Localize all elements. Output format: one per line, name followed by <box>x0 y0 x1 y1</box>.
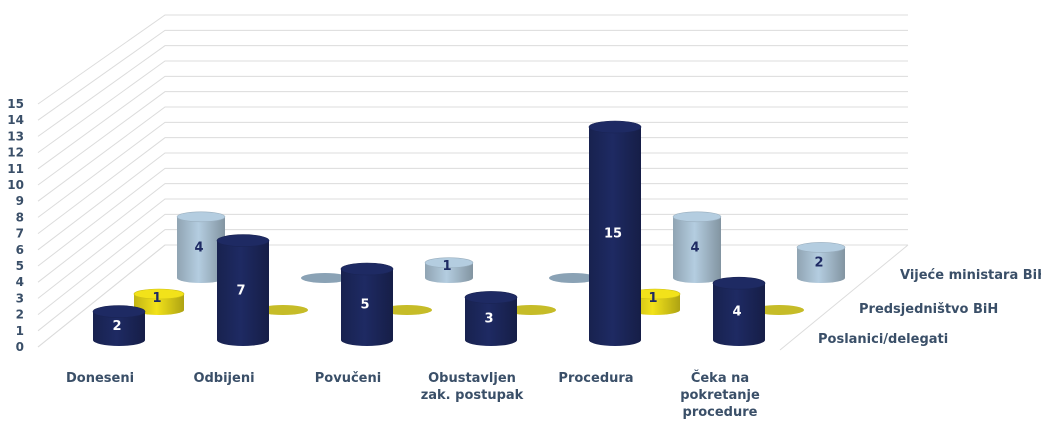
x-tick-label: zak. postupak <box>421 388 524 403</box>
data-label: 1 <box>648 291 657 306</box>
bar <box>425 262 473 283</box>
y-tick-label: 15 <box>7 97 24 111</box>
bar <box>177 216 225 283</box>
y-tick-label: 3 <box>16 291 24 305</box>
data-label: 2 <box>112 319 121 334</box>
bar <box>713 283 765 346</box>
gridline <box>37 75 908 170</box>
gridline <box>37 91 908 186</box>
y-tick-label: 12 <box>7 146 24 160</box>
gridlines <box>37 14 909 351</box>
gridline <box>37 106 908 202</box>
x-tick-label: Obustavljen <box>428 371 516 386</box>
bar-top <box>796 242 846 253</box>
y-tick-label: 13 <box>7 129 24 143</box>
x-axis-labels: Doneseni Odbijeni Povučeni Obustavljen zak. … <box>66 370 760 420</box>
bar <box>673 216 721 283</box>
bar-flat <box>549 273 597 283</box>
gridline <box>37 60 908 154</box>
gridline <box>37 229 908 332</box>
bar-top <box>133 288 185 300</box>
bar-top <box>464 291 518 304</box>
y-tick-label: 9 <box>16 194 24 208</box>
data-label: 1 <box>442 259 451 274</box>
gridline <box>37 137 908 234</box>
floor-edge <box>779 244 909 351</box>
series-2: 4 1 4 2 <box>176 211 846 283</box>
data-label: 4 <box>732 305 741 320</box>
data-label: 4 <box>690 240 699 255</box>
data-label: 5 <box>360 298 369 313</box>
y-tick-label: 1 <box>16 324 24 338</box>
gridline <box>37 45 908 137</box>
y-tick-label: 2 <box>16 308 24 322</box>
bar-top <box>92 305 146 318</box>
gridline <box>37 167 908 267</box>
y-tick-label: 14 <box>7 113 24 127</box>
bar-top <box>588 120 642 134</box>
x-tick-label: Čeka na <box>691 370 749 386</box>
bar <box>217 240 269 346</box>
bar <box>465 297 517 346</box>
y-tick-label: 0 <box>16 340 24 354</box>
gridline <box>37 152 908 251</box>
bar-top <box>340 262 394 276</box>
series-axis-labels: Poslanici/delegati Predsjedništvo BiH Vije… <box>818 268 1041 347</box>
series-label: Poslanici/delegati <box>818 332 948 347</box>
data-label: 7 <box>236 283 245 298</box>
x-tick-label: procedure <box>683 405 758 420</box>
data-label: 2 <box>814 256 823 271</box>
y-tick-label: 4 <box>16 275 24 289</box>
bar-flat <box>382 305 432 315</box>
bar-flat <box>506 305 556 315</box>
bar-flat <box>301 273 349 283</box>
bar-flat <box>754 305 804 315</box>
bar-top <box>424 257 474 269</box>
bar-top <box>176 211 226 223</box>
bar <box>589 127 641 346</box>
series-label: Vijeće ministara BiH <box>900 268 1041 283</box>
y-tick-label: 6 <box>16 243 24 257</box>
series-0: 2 7 5 3 15 4 <box>92 120 766 346</box>
x-tick-label: Doneseni <box>66 371 134 386</box>
data-label: 1 <box>152 291 161 306</box>
gridline <box>37 14 908 105</box>
gridline <box>37 29 908 121</box>
x-tick-label: pokretanje <box>680 388 760 403</box>
bar-flat <box>258 305 308 315</box>
y-tick-label: 10 <box>7 178 24 192</box>
y-tick-label: 5 <box>16 259 24 273</box>
x-tick-label: Povučeni <box>315 371 381 386</box>
bar <box>134 294 184 315</box>
bar <box>797 247 845 283</box>
gridline <box>37 121 908 218</box>
floor-edge <box>37 244 166 348</box>
bar-top <box>216 234 270 247</box>
data-label: 4 <box>194 240 203 255</box>
y-tick-label: 8 <box>16 210 24 224</box>
gridline <box>37 183 908 283</box>
x-tick-label: Odbijeni <box>193 371 254 386</box>
data-label: 15 <box>604 227 622 242</box>
x-tick-label: Procedura <box>558 371 633 386</box>
y-tick-label: 7 <box>16 227 24 241</box>
bar-top <box>712 276 766 290</box>
gridline <box>37 213 908 315</box>
y-tick-label: 11 <box>7 162 24 176</box>
bar <box>93 311 145 346</box>
bar <box>630 294 680 315</box>
bar <box>341 269 393 346</box>
data-label: 3 <box>484 312 493 327</box>
gridline <box>37 198 908 299</box>
series-label: Predsjedništvo BiH <box>859 302 998 317</box>
bar-top <box>672 211 722 223</box>
